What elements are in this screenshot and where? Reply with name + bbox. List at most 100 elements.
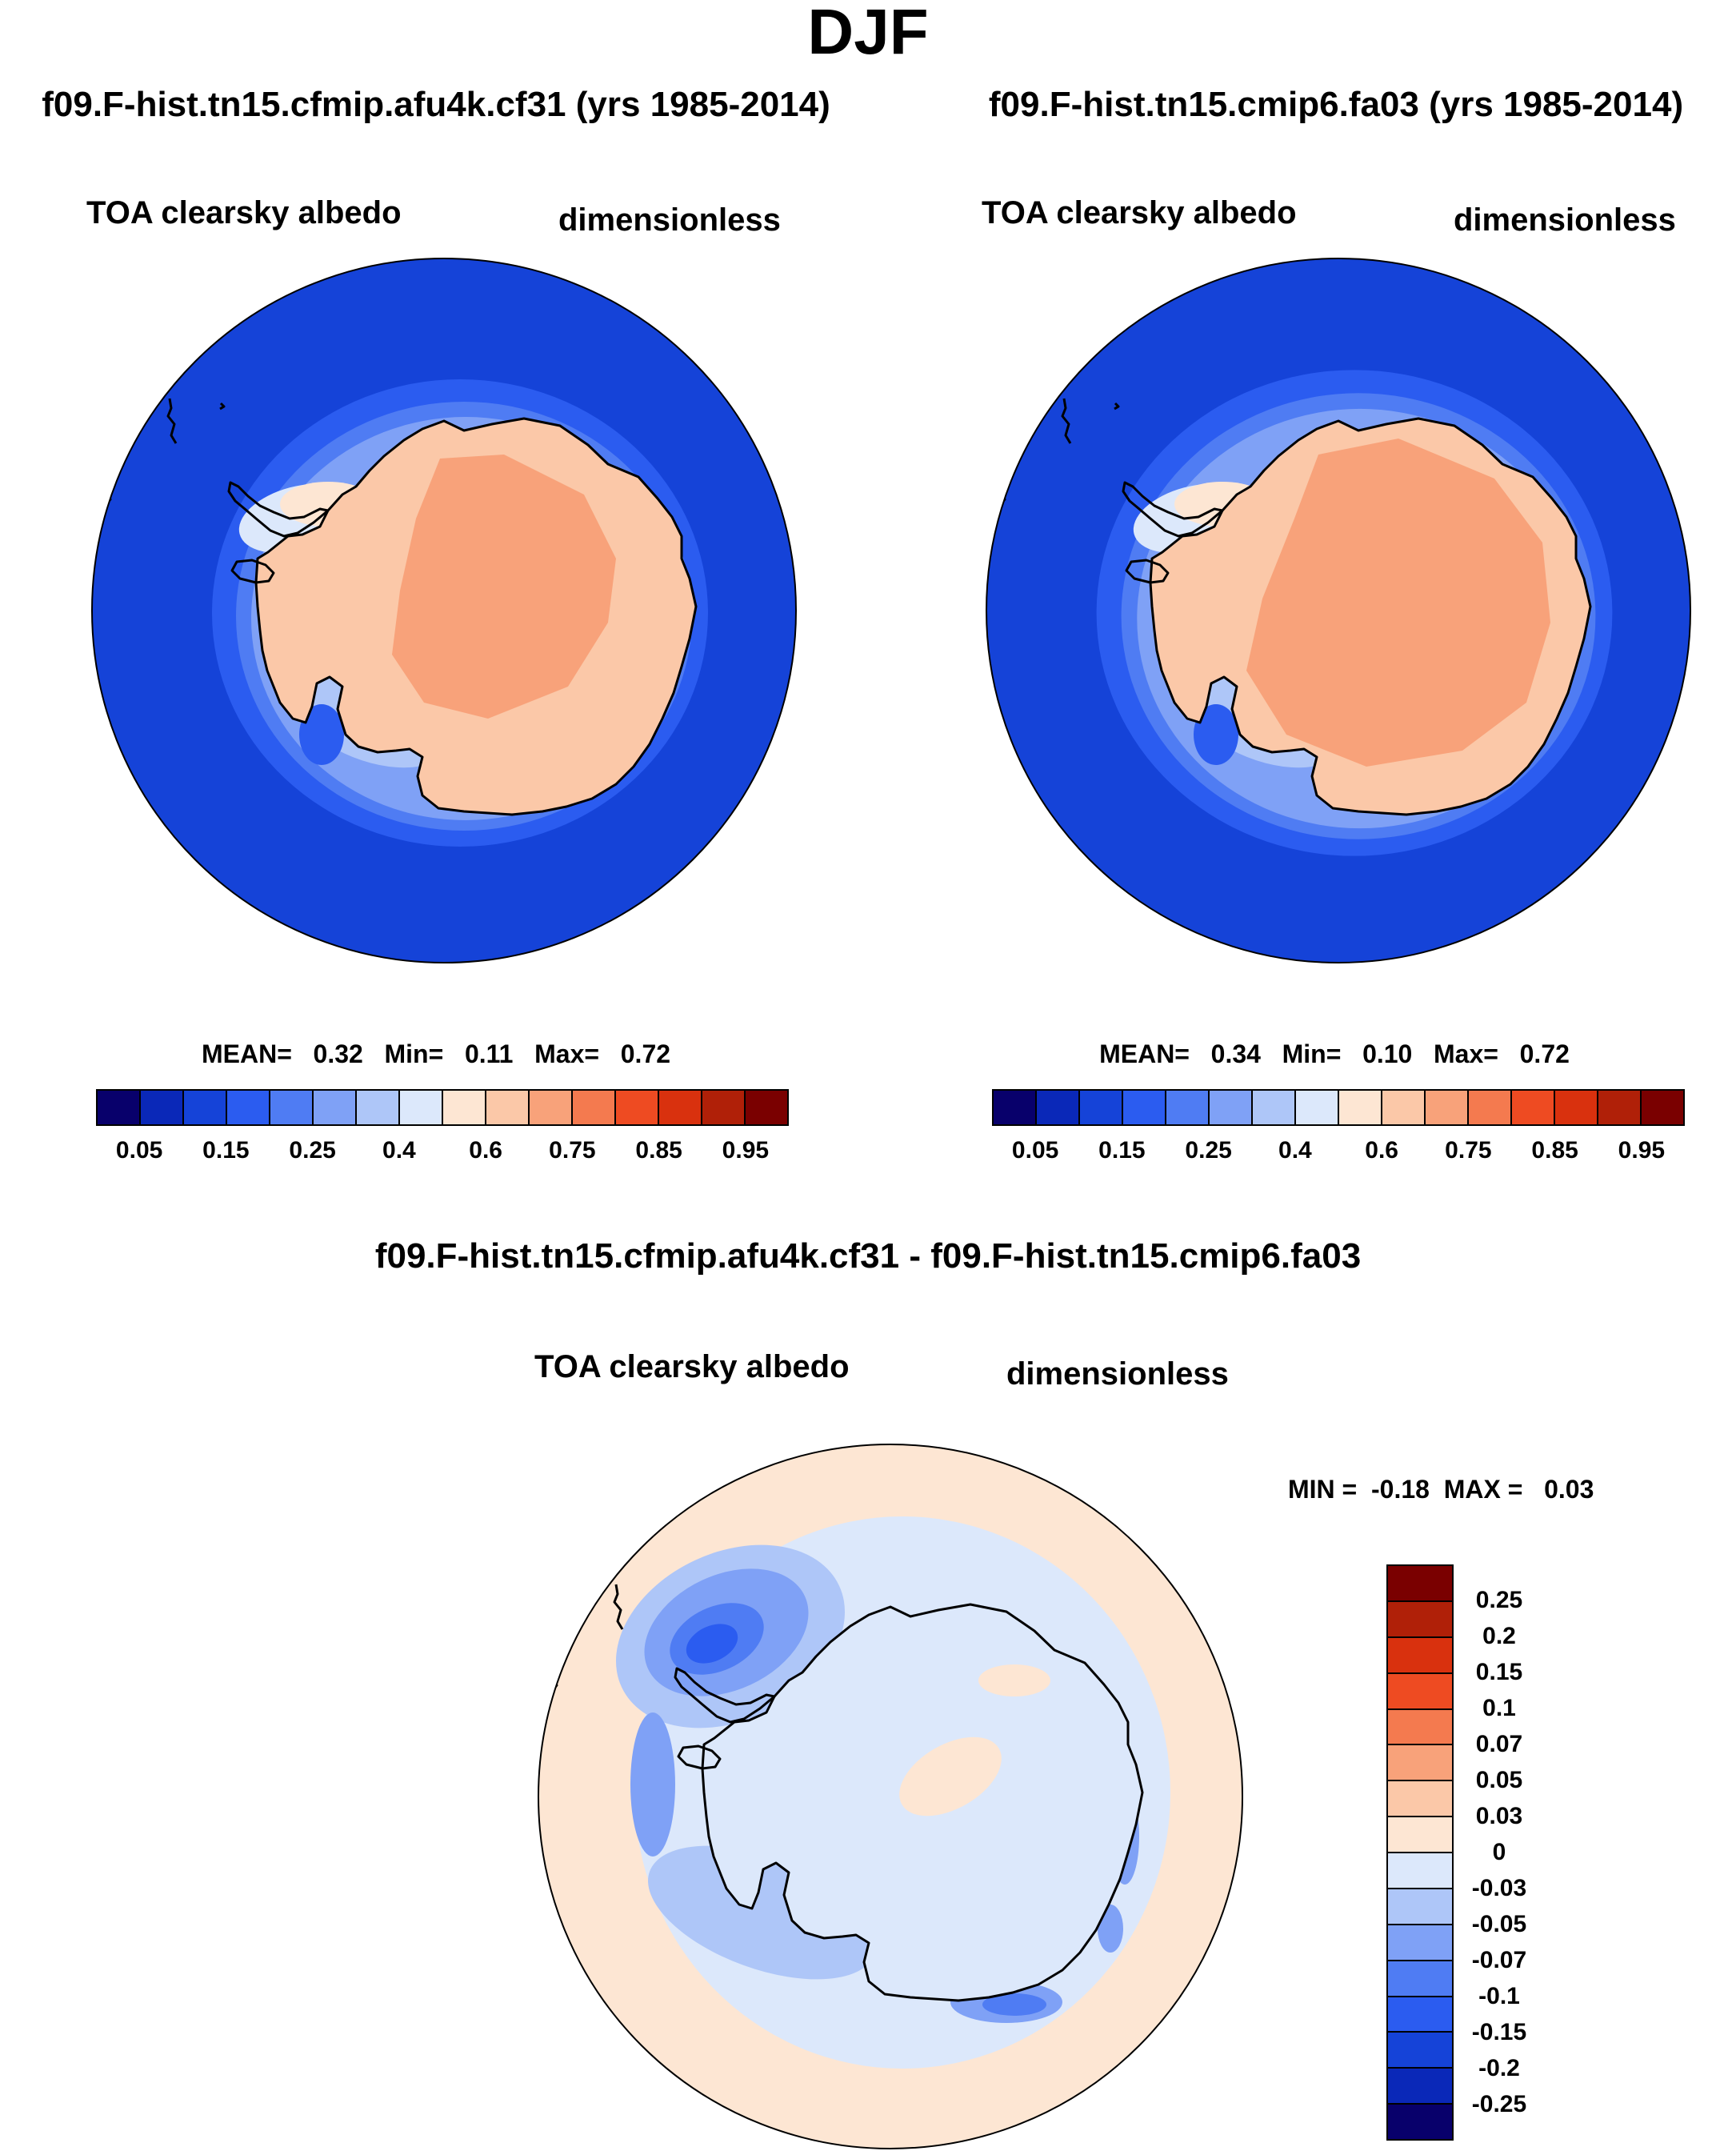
case2-max-label: Max=: [1434, 1039, 1498, 1068]
case1-mean-value: 0.32: [313, 1039, 363, 1068]
case1-colorbar-swatch: [530, 1091, 573, 1124]
diff-stats: MIN = -0.18 MAX = 0.03: [1288, 1474, 1594, 1504]
diff-min-label: MIN =: [1288, 1475, 1358, 1504]
case2-stats: MEAN= 0.34 Min= 0.10 Max= 0.72: [894, 1039, 1736, 1069]
diff-colorbar-tick-label: -0.25: [1471, 2091, 1527, 2117]
diff-colorbar-tick-label: 0.05: [1475, 1767, 1523, 1793]
case2-colorbar-swatch: [1080, 1091, 1123, 1124]
case2-peninsula-coastline: [1122, 481, 1224, 538]
case2-colorbar-swatch: [1469, 1091, 1512, 1124]
diff-colorbar-tick-label: -0.2: [1478, 2055, 1520, 2081]
diff-colorbar-tick-label: 0.03: [1475, 1803, 1523, 1829]
diff-min-value: -0.18: [1371, 1475, 1430, 1504]
diff-colorbar-swatch: [1388, 1601, 1452, 1638]
case2-colorbar-swatch: [1339, 1091, 1382, 1124]
case2-antarctica-coastline: [1149, 417, 1592, 816]
case2-min-value: 0.10: [1362, 1039, 1413, 1068]
diff-coast-positive: [978, 1664, 1050, 1696]
case2-colorbar-tick-label: 0.85: [1531, 1137, 1578, 1164]
case1-max-value: 0.72: [620, 1039, 671, 1068]
diff-peninsula-coastline: [674, 1667, 776, 1724]
diff-colorbar-swatch: [1388, 1781, 1452, 1818]
case2-run-title: f09.F-hist.tn15.cmip6.fa03 (yrs 1985-201…: [988, 85, 1684, 124]
diff-colorbar-tick-label: 0.15: [1475, 1659, 1523, 1685]
case1-low-pocket: [299, 704, 344, 765]
diff-max-label: MAX =: [1443, 1475, 1523, 1504]
case2-units-label: dimensionless: [1454, 202, 1676, 238]
case2-colorbar-swatch: [1598, 1091, 1642, 1124]
case2-colorbar-swatch: [1382, 1091, 1426, 1124]
case1-colorbar-swatch: [270, 1091, 314, 1124]
case2-colorbar-tick-label: 0.4: [1278, 1137, 1312, 1164]
case1-colorbar-tick-label: 0.25: [289, 1137, 336, 1164]
case2-mean-label: MEAN=: [1099, 1039, 1190, 1068]
diff-colorbar-tick-label: -0.07: [1471, 1947, 1527, 1973]
diff-band-neg-0.1-south: [982, 1993, 1046, 2016]
case1-min-value: 0.11: [464, 1039, 514, 1068]
case1-colorbar-tick-label: 0.15: [202, 1137, 250, 1164]
case2-polar-map: [986, 258, 1691, 963]
case1-colorbar-swatch: [314, 1091, 357, 1124]
diff-variable-label: TOA clearsky albedo: [534, 1349, 850, 1384]
diff-colorbar-swatch: [1388, 1745, 1452, 1782]
case1-run-title: f09.F-hist.tn15.cfmip.afu4k.cf31 (yrs 19…: [42, 85, 830, 124]
case1-plateau-fill: [392, 455, 616, 719]
season-title: DJF: [807, 0, 929, 67]
case2-colorbar-tick-label: 0.15: [1098, 1137, 1146, 1164]
case1-ice-shelf-outline: [230, 559, 275, 584]
case1-colorbar-tick-label: 0.4: [382, 1137, 416, 1164]
case2-colorbar-tick-label: 0.75: [1445, 1137, 1492, 1164]
case2-colorbar-swatch: [1037, 1091, 1080, 1124]
case1-colorbar-swatch: [357, 1091, 400, 1124]
case2-mean-value: 0.34: [1210, 1039, 1261, 1068]
case1-map-border: [91, 258, 797, 963]
case1-colorbar-tick-label: 0.85: [635, 1137, 682, 1164]
case1-stats: MEAN= 0.32 Min= 0.11 Max= 0.72: [0, 1039, 872, 1069]
case1-colorbar-swatch: [184, 1091, 227, 1124]
diff-band-neg-0.07-amundsen: [630, 1712, 675, 1857]
diff-field: [538, 1444, 1242, 2149]
case2-colorbar-swatch: [1166, 1091, 1210, 1124]
diff-colorbar-swatch: [1388, 1637, 1452, 1674]
case2-colorbar-tick-label: 0.6: [1365, 1137, 1398, 1164]
case1-max-label: Max=: [534, 1039, 600, 1068]
case1-mean-label: MEAN=: [201, 1039, 292, 1068]
diff-colorbar-tick-label: 0.2: [1482, 1623, 1516, 1649]
diff-run-title: f09.F-hist.tn15.cfmip.afu4k.cf31 - f09.F…: [374, 1236, 1362, 1276]
case1-antarctica-coastline: [254, 417, 698, 816]
diff-map-border: [538, 1444, 1243, 2149]
case2-colorbar-swatch: [1253, 1091, 1296, 1124]
case2-colorbar: [992, 1089, 1685, 1126]
case2-low-pocket: [1194, 704, 1238, 765]
diff-colorbar-swatch: [1388, 1961, 1452, 1997]
case1-peninsula-coastline: [227, 481, 330, 538]
diff-band-neg-0.15-ross: [686, 1624, 738, 1664]
case1-colorbar-swatch: [98, 1091, 141, 1124]
diff-units-label: dimensionless: [1006, 1356, 1229, 1392]
case1-colorbar-swatch: [702, 1091, 746, 1124]
diff-colorbar-tick-label: -0.1: [1478, 1983, 1520, 2009]
case2-map-border: [986, 258, 1691, 963]
case1-colorbar-swatch: [227, 1091, 270, 1124]
case1-polar-map: [91, 258, 797, 963]
diff-colorbar-swatch: [1388, 1566, 1452, 1602]
diff-colorbar-tick-label: 0: [1492, 1839, 1506, 1865]
case1-colorbar-tick-label: 0.05: [115, 1137, 163, 1164]
case1-islands-coastline: [219, 402, 226, 411]
diff-colorbar-swatch: [1388, 1997, 1452, 2033]
diff-colorbar-tick-label: -0.15: [1471, 2019, 1527, 2045]
case2-colorbar-tick-label: 0.25: [1185, 1137, 1232, 1164]
diff-colorbar-tick-label: 0.1: [1482, 1695, 1516, 1721]
case1-colorbar-swatch: [141, 1091, 184, 1124]
diff-max-value: 0.03: [1544, 1475, 1594, 1504]
case2-plateau-fill: [1246, 439, 1550, 767]
diff-colorbar-swatch: [1388, 1853, 1452, 1889]
diff-colorbar-swatch: [1388, 1673, 1452, 1710]
diff-ice-shelf-outline: [677, 1744, 722, 1770]
diff-colorbar-swatch: [1388, 1709, 1452, 1746]
case1-colorbar-swatch: [616, 1091, 659, 1124]
diff-colorbar-tick-label: 0.07: [1475, 1731, 1523, 1757]
case1-colorbar-tick-label: 0.75: [549, 1137, 596, 1164]
case2-colorbar-swatch: [994, 1091, 1037, 1124]
diff-antarctica-coastline: [701, 1603, 1144, 2002]
